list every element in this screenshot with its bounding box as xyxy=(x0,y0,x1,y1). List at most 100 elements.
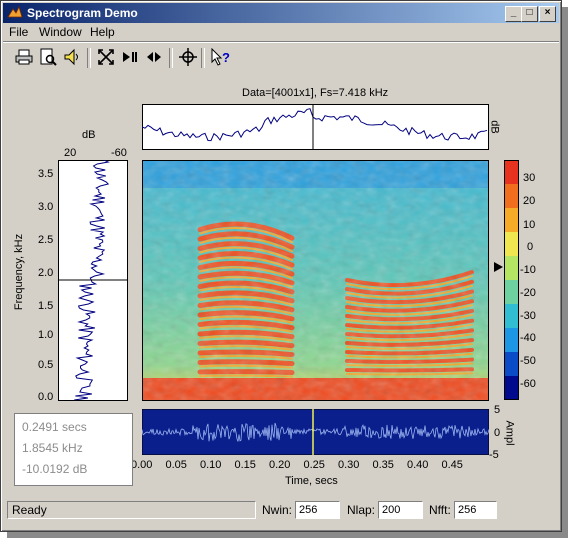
cbar-tick-20: 20 xyxy=(523,195,536,207)
title-bar[interactable]: Spectrogram Demo _ □ × xyxy=(3,3,559,23)
ytick-2.0: 2.0 xyxy=(38,267,54,279)
toolbar: ? xyxy=(3,41,559,72)
time-tick: 0.40 xyxy=(407,459,429,471)
time-tick: 0.35 xyxy=(372,459,394,471)
matlab-logo-icon xyxy=(7,5,23,18)
ytick-3.5: 3.5 xyxy=(38,168,54,180)
crosshair-button[interactable] xyxy=(177,46,199,68)
menu-window[interactable]: Window xyxy=(39,25,82,39)
time-tick: 0.25 xyxy=(303,459,325,471)
toolbar-separator xyxy=(87,48,91,68)
colorbar-segment xyxy=(504,232,519,256)
cbar-tick-neg50: -50 xyxy=(520,355,536,367)
cursor-readout: 0.2491 secs 1.8545 kHz -10.0192 dB xyxy=(14,413,133,486)
colorbar-segment xyxy=(504,208,519,232)
time-tick: 0.30 xyxy=(338,459,360,471)
play-pause-icon xyxy=(123,52,137,62)
time-tick: 0.05 xyxy=(165,459,187,471)
speaker-button[interactable] xyxy=(61,46,83,68)
colorbar-segment xyxy=(504,304,519,328)
menu-help[interactable]: Help xyxy=(90,25,115,39)
waveform-plot[interactable] xyxy=(142,409,489,455)
colorbar[interactable] xyxy=(504,160,519,400)
time-tick: 0.20 xyxy=(269,459,291,471)
spectrogram-noise xyxy=(142,160,489,401)
zoom-extents-button[interactable] xyxy=(95,46,117,68)
colorbar-segment xyxy=(504,376,519,400)
print-button[interactable] xyxy=(13,46,35,68)
nlap-field[interactable]: 200 xyxy=(378,501,423,519)
cbar-tick-30: 30 xyxy=(523,172,536,184)
colorbar-segment xyxy=(504,160,519,184)
app-window: Spectrogram Demo _ □ × File Window Help xyxy=(0,0,562,532)
maximize-button[interactable]: □ xyxy=(521,6,538,22)
cbar-tick-neg10: -10 xyxy=(520,264,536,276)
crosshair-icon xyxy=(179,48,197,66)
nfft-label: Nfft: xyxy=(429,503,451,517)
speaker-icon xyxy=(64,48,78,66)
colorbar-segment xyxy=(504,328,519,352)
power-spectrum-plot[interactable] xyxy=(142,104,489,150)
colorbar-segment xyxy=(504,280,519,304)
ytick-0.5: 0.5 xyxy=(38,359,54,371)
frequency-axis-label: Frequency, kHz xyxy=(13,233,26,311)
ytick-1.5: 1.5 xyxy=(38,300,54,312)
readout-time: 0.2491 secs xyxy=(22,420,87,434)
nfft-field[interactable]: 256 xyxy=(454,501,497,519)
nwin-label: Nwin: xyxy=(262,503,293,517)
colorbar-segment xyxy=(504,256,519,280)
print-preview-icon xyxy=(40,48,57,66)
minimize-button[interactable]: _ xyxy=(505,6,522,22)
ytick-3.0: 3.0 xyxy=(38,201,54,213)
help-pointer-icon: ? xyxy=(211,48,230,66)
cbar-tick-neg20: -20 xyxy=(520,287,536,299)
time-tick: 0.45 xyxy=(441,459,463,471)
ytick-1.0: 1.0 xyxy=(38,329,54,341)
toolbar-separator xyxy=(169,48,173,68)
left-panel-xlabel: dB xyxy=(82,129,96,141)
status-bar: Ready xyxy=(7,501,256,519)
nlap-label: Nlap: xyxy=(347,503,376,517)
cbar-tick-0: 0 xyxy=(527,241,534,253)
colorbar-pointer-icon[interactable] xyxy=(494,261,504,273)
cbar-tick-neg60: -60 xyxy=(520,378,536,390)
window-title: Spectrogram Demo xyxy=(27,6,138,20)
print-preview-button[interactable] xyxy=(37,46,59,68)
menu-bar: File Window Help xyxy=(3,23,559,41)
step-icon xyxy=(147,52,161,62)
menu-file[interactable]: File xyxy=(9,25,29,39)
spectrogram-frame xyxy=(142,160,489,401)
print-icon xyxy=(15,49,33,65)
waveform-trace xyxy=(142,422,489,442)
time-tick: 0.00 xyxy=(131,459,153,471)
svg-text:?: ? xyxy=(222,50,230,65)
cbar-tick-neg30: -30 xyxy=(520,310,536,322)
wave-ytick-5: 5 xyxy=(494,404,501,416)
colorbar-segment xyxy=(504,352,519,376)
spectrogram-image[interactable] xyxy=(142,160,489,401)
ytick-2.5: 2.5 xyxy=(38,234,54,246)
toolbar-separator xyxy=(201,48,205,68)
ytick-0.0: 0.0 xyxy=(38,391,54,403)
cbar-tick-10: 10 xyxy=(523,219,536,231)
nwin-field[interactable]: 256 xyxy=(295,501,340,519)
colorbar-segment xyxy=(504,184,519,208)
readout-frequency: 1.8545 kHz xyxy=(22,441,83,455)
left-xtick-20: 20 xyxy=(64,147,77,159)
help-pointer-button[interactable]: ? xyxy=(209,46,231,68)
close-button[interactable]: × xyxy=(539,6,556,22)
left-xtick-neg60: -60 xyxy=(111,147,127,159)
time-tick: 0.15 xyxy=(234,459,256,471)
top-ylabel: dB xyxy=(488,120,501,134)
spectrum-trace xyxy=(142,108,488,142)
time-tick: 0.10 xyxy=(200,459,222,471)
zoom-extents-icon xyxy=(98,49,114,65)
play-pause-button[interactable] xyxy=(119,46,141,68)
cbar-tick-neg40: -40 xyxy=(520,332,536,344)
frequency-slice-plot[interactable] xyxy=(58,160,128,401)
time-axis-label: Time, secs xyxy=(285,475,338,487)
data-info-title: Data=[4001x1], Fs=7.418 kHz xyxy=(242,87,389,99)
step-button[interactable] xyxy=(143,46,165,68)
wave-ytick-0: 0 xyxy=(494,427,501,439)
wave-ytick-neg5: -5 xyxy=(489,449,499,461)
